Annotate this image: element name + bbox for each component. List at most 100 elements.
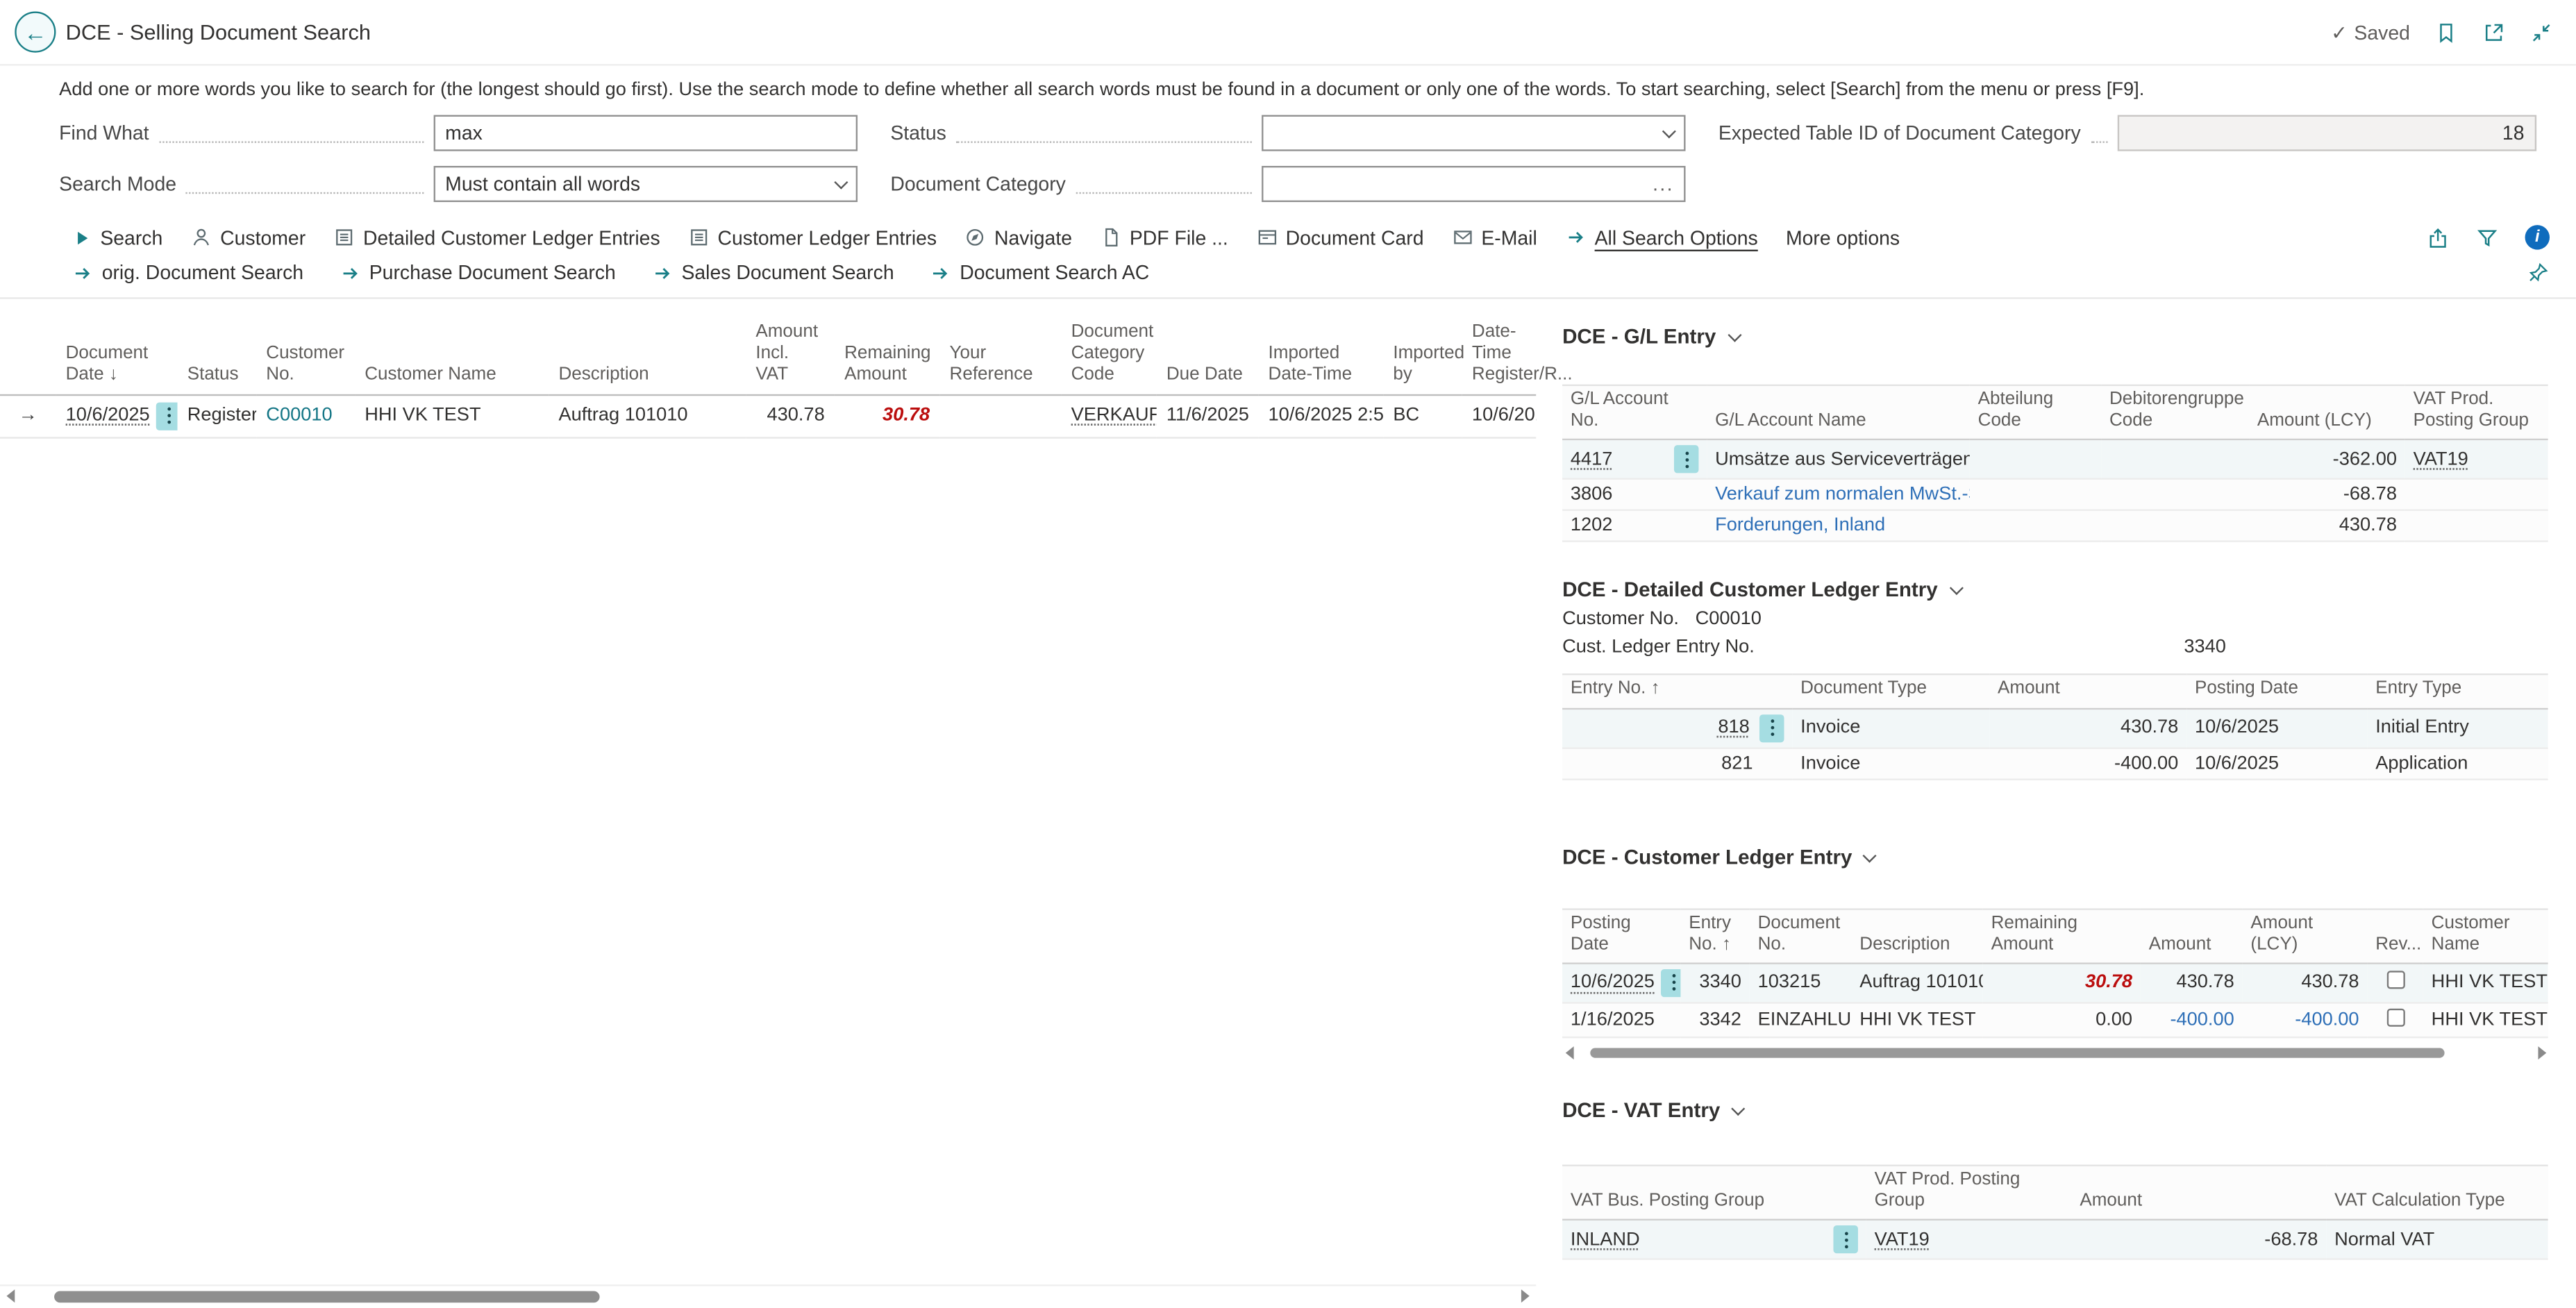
gl-account-name[interactable]: Umsätze aus Serviceverträgen: [1707, 439, 1970, 480]
collapse-icon[interactable]: [2530, 21, 2553, 44]
cell-customer-name[interactable]: HHI VK TEST: [355, 394, 549, 438]
search-mode-select[interactable]: Must contain all words: [433, 165, 858, 203]
cle-amount-lcy[interactable]: -400.00: [2295, 1009, 2359, 1030]
cell-imported-by[interactable]: BC: [1383, 394, 1462, 438]
gl-amount-lcy[interactable]: 430.78: [2249, 510, 2405, 543]
gl-account-name-link[interactable]: Forderungen, Inland: [1715, 516, 1886, 537]
action-all-search-options[interactable]: All Search Options: [1565, 226, 1758, 249]
cle-description[interactable]: Auftrag 101010: [1851, 963, 1983, 1004]
row-menu-button[interactable]: [1673, 446, 1699, 474]
main-grid-hscrollbar[interactable]: [0, 1284, 1537, 1306]
dcle-col-amount[interactable]: Amount: [1989, 675, 2187, 710]
status-select[interactable]: [1262, 115, 1686, 151]
action-detailed-customer-ledger-entries[interactable]: Detailed Customer Ledger Entries: [333, 226, 660, 249]
row-menu-button[interactable]: [1759, 714, 1784, 742]
dcle-posting-date[interactable]: 10/6/2025: [2186, 707, 2368, 748]
cell-status[interactable]: Registered: [177, 394, 257, 438]
col-description[interactable]: Description: [549, 319, 746, 396]
gl-row[interactable]: 4417 Umsätze aus Serviceverträgen -362.0…: [1562, 439, 2548, 480]
cell-description[interactable]: Auftrag 101010: [549, 394, 746, 438]
reversed-checkbox[interactable]: [2386, 971, 2404, 990]
scroll-right-arrow[interactable]: [2538, 1046, 2547, 1059]
factbox-gl-entry-header[interactable]: DCE - G/L Entry: [1562, 325, 2550, 349]
gl-col-abteilung-code[interactable]: Abteilung Code: [1969, 385, 2102, 441]
cell-document-category-code[interactable]: VERKAUF: [1071, 405, 1157, 426]
vat-bus-posting-group[interactable]: INLAND: [1570, 1230, 1640, 1250]
open-in-new-window-icon[interactable]: [2482, 21, 2505, 44]
dcle-entry-no[interactable]: 821: [1562, 747, 1793, 780]
cle-amount[interactable]: 430.78: [2140, 963, 2243, 1004]
dcle-row[interactable]: 818 Invoice 430.78 10/6/2025 Initial Ent…: [1562, 707, 2548, 748]
cell-due-date[interactable]: 11/6/2025: [1156, 394, 1259, 438]
back-button[interactable]: ←: [15, 11, 56, 53]
scrollbar-thumb[interactable]: [54, 1291, 600, 1303]
col-customer-no[interactable]: Customer No.: [256, 319, 356, 396]
gl-row[interactable]: 1202 Forderungen, Inland 430.78: [1562, 510, 2548, 543]
cell-date-time-register[interactable]: 10/6/202...: [1462, 394, 1537, 438]
action-sales-document-search[interactable]: Sales Document Search: [652, 261, 894, 284]
vat-row[interactable]: INLAND VAT19 -68.78 Normal VAT: [1562, 1220, 2548, 1261]
col-remaining-amount[interactable]: Remaining Amount: [834, 319, 940, 396]
gl-col-account-no[interactable]: G/L Account No.: [1562, 385, 1707, 441]
action-document-search-ac[interactable]: Document Search AC: [930, 261, 1149, 284]
col-amount-incl-vat[interactable]: Amount Incl. VAT: [746, 319, 835, 396]
dcle-document-type[interactable]: Invoice: [1792, 707, 1990, 748]
gl-account-no[interactable]: 4417: [1570, 449, 1613, 470]
cle-entry-no[interactable]: 3340: [1680, 963, 1750, 1004]
dcle-col-entry-no[interactable]: Entry No. ↑: [1562, 675, 1793, 710]
cell-amount-incl-vat[interactable]: 430.78: [746, 394, 835, 438]
col-customer-name[interactable]: Customer Name: [355, 319, 549, 396]
gl-amount-lcy[interactable]: -68.78: [2249, 479, 2405, 512]
cle-col-remaining-amount[interactable]: Remaining Amount: [1982, 908, 2141, 964]
info-icon[interactable]: i: [2525, 225, 2550, 250]
factbox-dcle-header[interactable]: DCE - Detailed Customer Ledger Entry: [1562, 579, 2550, 602]
reversed-checkbox[interactable]: [2386, 1008, 2404, 1027]
cle-row[interactable]: 1/16/2025 3342 EINZAHLUNG5 HHI VK TEST 0…: [1562, 1003, 2548, 1039]
cle-col-amount[interactable]: Amount: [2140, 908, 2243, 964]
col-imported-by[interactable]: Imported by: [1383, 319, 1464, 396]
gl-amount-lcy[interactable]: -362.00: [2249, 439, 2405, 480]
dcle-entry-no[interactable]: 818: [1718, 718, 1750, 738]
row-menu-button[interactable]: [1661, 969, 1681, 998]
dcle-customer-no-value[interactable]: C00010: [1695, 610, 1762, 630]
vat-col-prod-posting-group[interactable]: VAT Prod. Posting Group: [1866, 1165, 2072, 1221]
scroll-right-arrow[interactable]: [1521, 1289, 1530, 1303]
cle-hscrollbar[interactable]: [1562, 1043, 2550, 1062]
cle-customer-name[interactable]: HHI VK TEST: [2423, 1003, 2548, 1039]
col-document-date[interactable]: Document Date ↓: [56, 319, 178, 396]
cle-document-no[interactable]: EINZAHLUNG5: [1749, 1003, 1852, 1039]
dcle-col-posting-date[interactable]: Posting Date: [2186, 675, 2368, 710]
cle-amount[interactable]: -400.00: [2170, 1009, 2234, 1030]
cle-col-document-no[interactable]: Document No.: [1749, 908, 1852, 964]
action-navigate[interactable]: Navigate: [964, 226, 1072, 249]
gl-col-vat-prod-posting-group[interactable]: VAT Prod. Posting Group: [2404, 385, 2548, 441]
col-document-category-code[interactable]: Document Category Code: [1061, 319, 1157, 396]
dcle-col-entry-type[interactable]: Entry Type: [2367, 675, 2548, 710]
cle-col-entry-no[interactable]: Entry No. ↑: [1680, 908, 1750, 964]
gl-col-account-name[interactable]: G/L Account Name: [1707, 385, 1970, 441]
share-icon[interactable]: [2427, 226, 2450, 249]
cle-col-posting-date[interactable]: Posting Date: [1562, 908, 1681, 964]
scroll-left-arrow[interactable]: [1565, 1046, 1574, 1059]
vat-col-calculation-type[interactable]: VAT Calculation Type: [2326, 1165, 2548, 1221]
cle-amount-lcy[interactable]: 430.78: [2242, 963, 2368, 1004]
dcle-row[interactable]: 821 Invoice -400.00 10/6/2025 Applicatio…: [1562, 747, 2548, 780]
gl-account-no[interactable]: 3806: [1562, 479, 1707, 512]
vat-amount[interactable]: -68.78: [2071, 1220, 2327, 1261]
dcle-amount[interactable]: -400.00: [1989, 747, 2187, 780]
gl-row[interactable]: 3806 Verkauf zum normalen MwSt.-Satz -68…: [1562, 479, 2548, 512]
cell-document-date[interactable]: 10/6/2025: [65, 405, 150, 426]
action-customer[interactable]: Customer: [191, 226, 306, 249]
gl-col-debitorengruppe-code[interactable]: Debitorengruppe Code: [2101, 385, 2250, 441]
action-more-options[interactable]: More options: [1785, 226, 1900, 249]
cle-document-no[interactable]: 103215: [1749, 963, 1852, 1004]
assist-edit-button[interactable]: ...: [1653, 172, 1674, 196]
dcle-entry-type[interactable]: Initial Entry: [2367, 707, 2548, 748]
document-category-input[interactable]: ...: [1262, 165, 1686, 203]
action-customer-ledger-entries[interactable]: Customer Ledger Entries: [688, 226, 937, 249]
scrollbar-thumb[interactable]: [1590, 1048, 2445, 1058]
cle-customer-name[interactable]: HHI VK TEST: [2423, 963, 2548, 1004]
cle-col-amount-lcy[interactable]: Amount (LCY): [2242, 908, 2368, 964]
col-status[interactable]: Status: [177, 319, 257, 396]
cell-remaining-amount[interactable]: 30.78: [883, 405, 930, 426]
